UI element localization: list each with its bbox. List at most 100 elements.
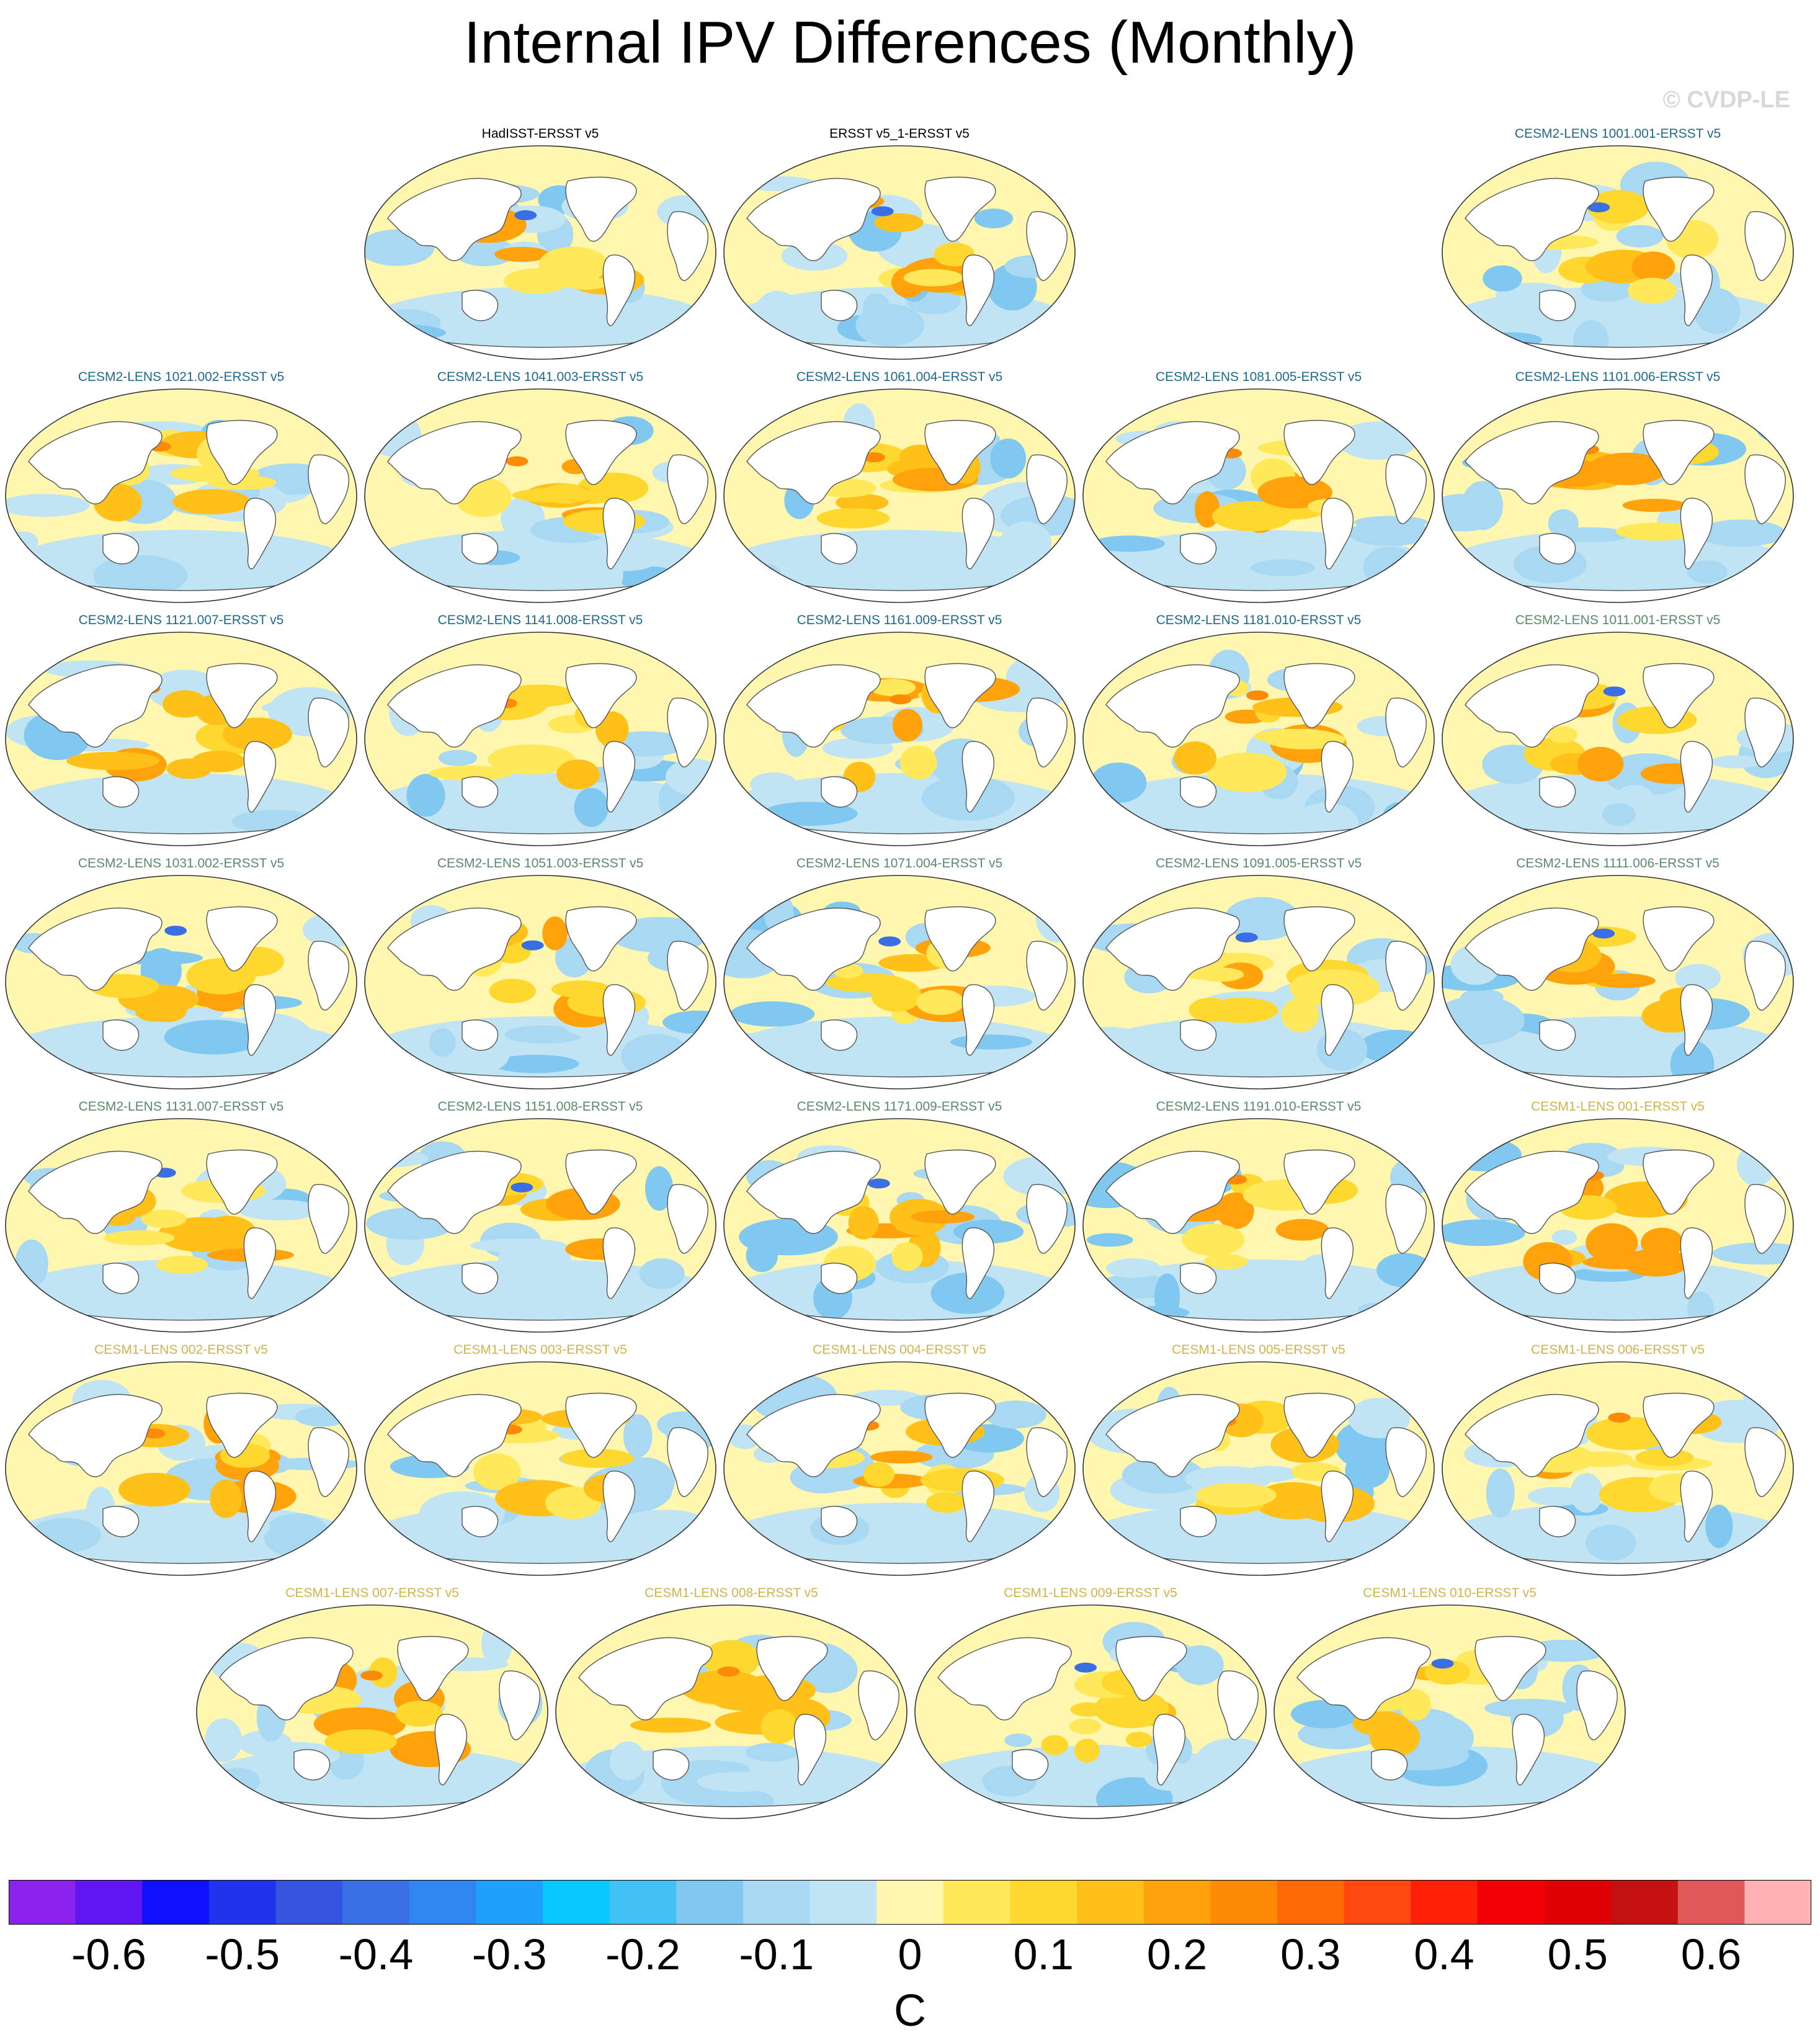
continent-outline [653, 1749, 690, 1781]
map-svg [1442, 1361, 1794, 1576]
continent-outline [1465, 664, 1599, 748]
anomaly-patch [677, 1284, 715, 1314]
map-svg [1082, 1118, 1435, 1333]
continent-outline [565, 1149, 637, 1215]
map-svg [364, 1118, 716, 1333]
map-panel: CESM2-LENS 1111.006-ERSST v5 [1440, 856, 1795, 1092]
continent-outline [102, 1506, 140, 1537]
anomaly-patch [1106, 1258, 1161, 1278]
map-panel: CESM2-LENS 1061.004-ERSST v5 [722, 370, 1077, 606]
continent-outline [961, 1470, 995, 1542]
panel-title: CESM1-LENS 004-ERSST v5 [813, 1343, 986, 1357]
continent-outline [746, 1394, 881, 1477]
map-svg [1442, 1118, 1794, 1333]
map-panel: CESM2-LENS 1051.003-ERSST v5 [363, 856, 718, 1092]
continent-outline [243, 498, 277, 570]
continent-outline [667, 941, 708, 1011]
map-panel: CESM2-LENS 1031.002-ERSST v5 [4, 856, 359, 1092]
continent-outline [961, 984, 995, 1056]
colorbar-swatch [1411, 1880, 1478, 1925]
map-svg [364, 875, 716, 1089]
colorbar-swatch [810, 1880, 877, 1925]
anomaly-patch [156, 1255, 208, 1274]
continent-outline [1744, 454, 1786, 524]
anomaly-patch [862, 293, 890, 323]
map-border [723, 1361, 1076, 1576]
watermark: © CVDP-LE [1662, 87, 1790, 113]
panel-title: CESM2-LENS 1031.002-ERSST v5 [78, 856, 285, 870]
continent-outline [308, 1427, 349, 1497]
continent-outline [821, 776, 858, 808]
panel-title: CESM2-LENS 1171.009-ERSST v5 [796, 1099, 1002, 1114]
continent-outline [387, 664, 522, 748]
anomaly-patch [1608, 1412, 1631, 1423]
colorbar-tick-labels: -0.6 -0.5 -0.4 -0.3 -0.2 -0.1 0 0.1 0.2 0.3 0.4 0.5… [0, 1930, 1820, 1992]
continent-outline [1680, 741, 1713, 813]
anomaly-patch [1631, 251, 1675, 282]
anomaly-patch [639, 1258, 685, 1289]
map-svg [723, 388, 1076, 603]
map-svg [5, 632, 357, 846]
continent-outline [28, 907, 163, 991]
anomaly-patch [489, 978, 536, 1003]
continent-outline [1539, 1019, 1576, 1051]
continent-outline [1744, 697, 1786, 767]
colorbar-swatch [877, 1880, 944, 1925]
anomaly-patch [746, 1239, 778, 1273]
anomaly-patch [697, 1771, 783, 1792]
map-svg [1082, 1361, 1435, 1576]
continent-outline [499, 1670, 540, 1740]
map-svg [5, 875, 357, 1089]
anomaly-patch [755, 563, 783, 596]
anomaly-patch [162, 690, 208, 718]
continent-outline [1180, 533, 1217, 565]
anomaly-patch [867, 1178, 890, 1189]
continent-outline [821, 1019, 858, 1051]
anomaly-patch [1125, 1732, 1153, 1748]
continent-outline [102, 1019, 140, 1051]
map-svg [1082, 632, 1435, 846]
map-svg [723, 1361, 1076, 1576]
continent-outline [1465, 421, 1599, 504]
anomaly-patch [66, 751, 159, 771]
panel-title: CESM2-LENS 1161.009-ERSST v5 [796, 613, 1002, 627]
anomaly-patch [1383, 802, 1414, 831]
continent-outline [578, 1637, 713, 1720]
continent-outline [462, 776, 499, 808]
anomaly-patch [816, 508, 890, 529]
map-panel: CESM2-LENS 1101.006-ERSST v5 [1440, 370, 1795, 606]
colorbar-tick-label: 0.5 [1547, 1930, 1608, 1979]
anomaly-patch [494, 246, 550, 262]
anomaly-patch [488, 744, 576, 775]
anomaly-patch [1675, 964, 1721, 991]
anomaly-patch [406, 774, 445, 817]
map-svg [1082, 388, 1435, 603]
continent-outline [308, 454, 349, 524]
map-panel: CESM2-LENS 1151.008-ERSST v5 [363, 1099, 718, 1335]
continent-outline [821, 1263, 858, 1294]
continent-outline [602, 741, 636, 813]
continent-outline [1539, 1263, 1576, 1294]
anomaly-patch [1450, 1292, 1535, 1316]
anomaly-patch [1290, 1699, 1359, 1729]
continent-outline [1026, 941, 1068, 1011]
continent-outline [28, 664, 163, 748]
colorbar-tick-label: -0.6 [71, 1930, 146, 1979]
continent-outline [219, 1637, 354, 1720]
anomaly-patch [1574, 1451, 1633, 1467]
map-svg [364, 388, 716, 603]
map-svg [1274, 1604, 1626, 1819]
anomaly-patch [1189, 998, 1233, 1022]
colorbar-swatch [1744, 1880, 1811, 1925]
anomaly-patch [1635, 1449, 1694, 1467]
map-border [555, 1604, 908, 1819]
anomaly-patch [1587, 202, 1610, 213]
continent-outline [961, 254, 995, 326]
anomaly-patch [1587, 190, 1649, 224]
continent-outline [1385, 454, 1427, 524]
continent-outline [961, 741, 995, 813]
continent-outline [1283, 663, 1355, 728]
continent-outline [206, 906, 278, 972]
continent-outline [602, 254, 636, 326]
map-svg [5, 1361, 357, 1576]
